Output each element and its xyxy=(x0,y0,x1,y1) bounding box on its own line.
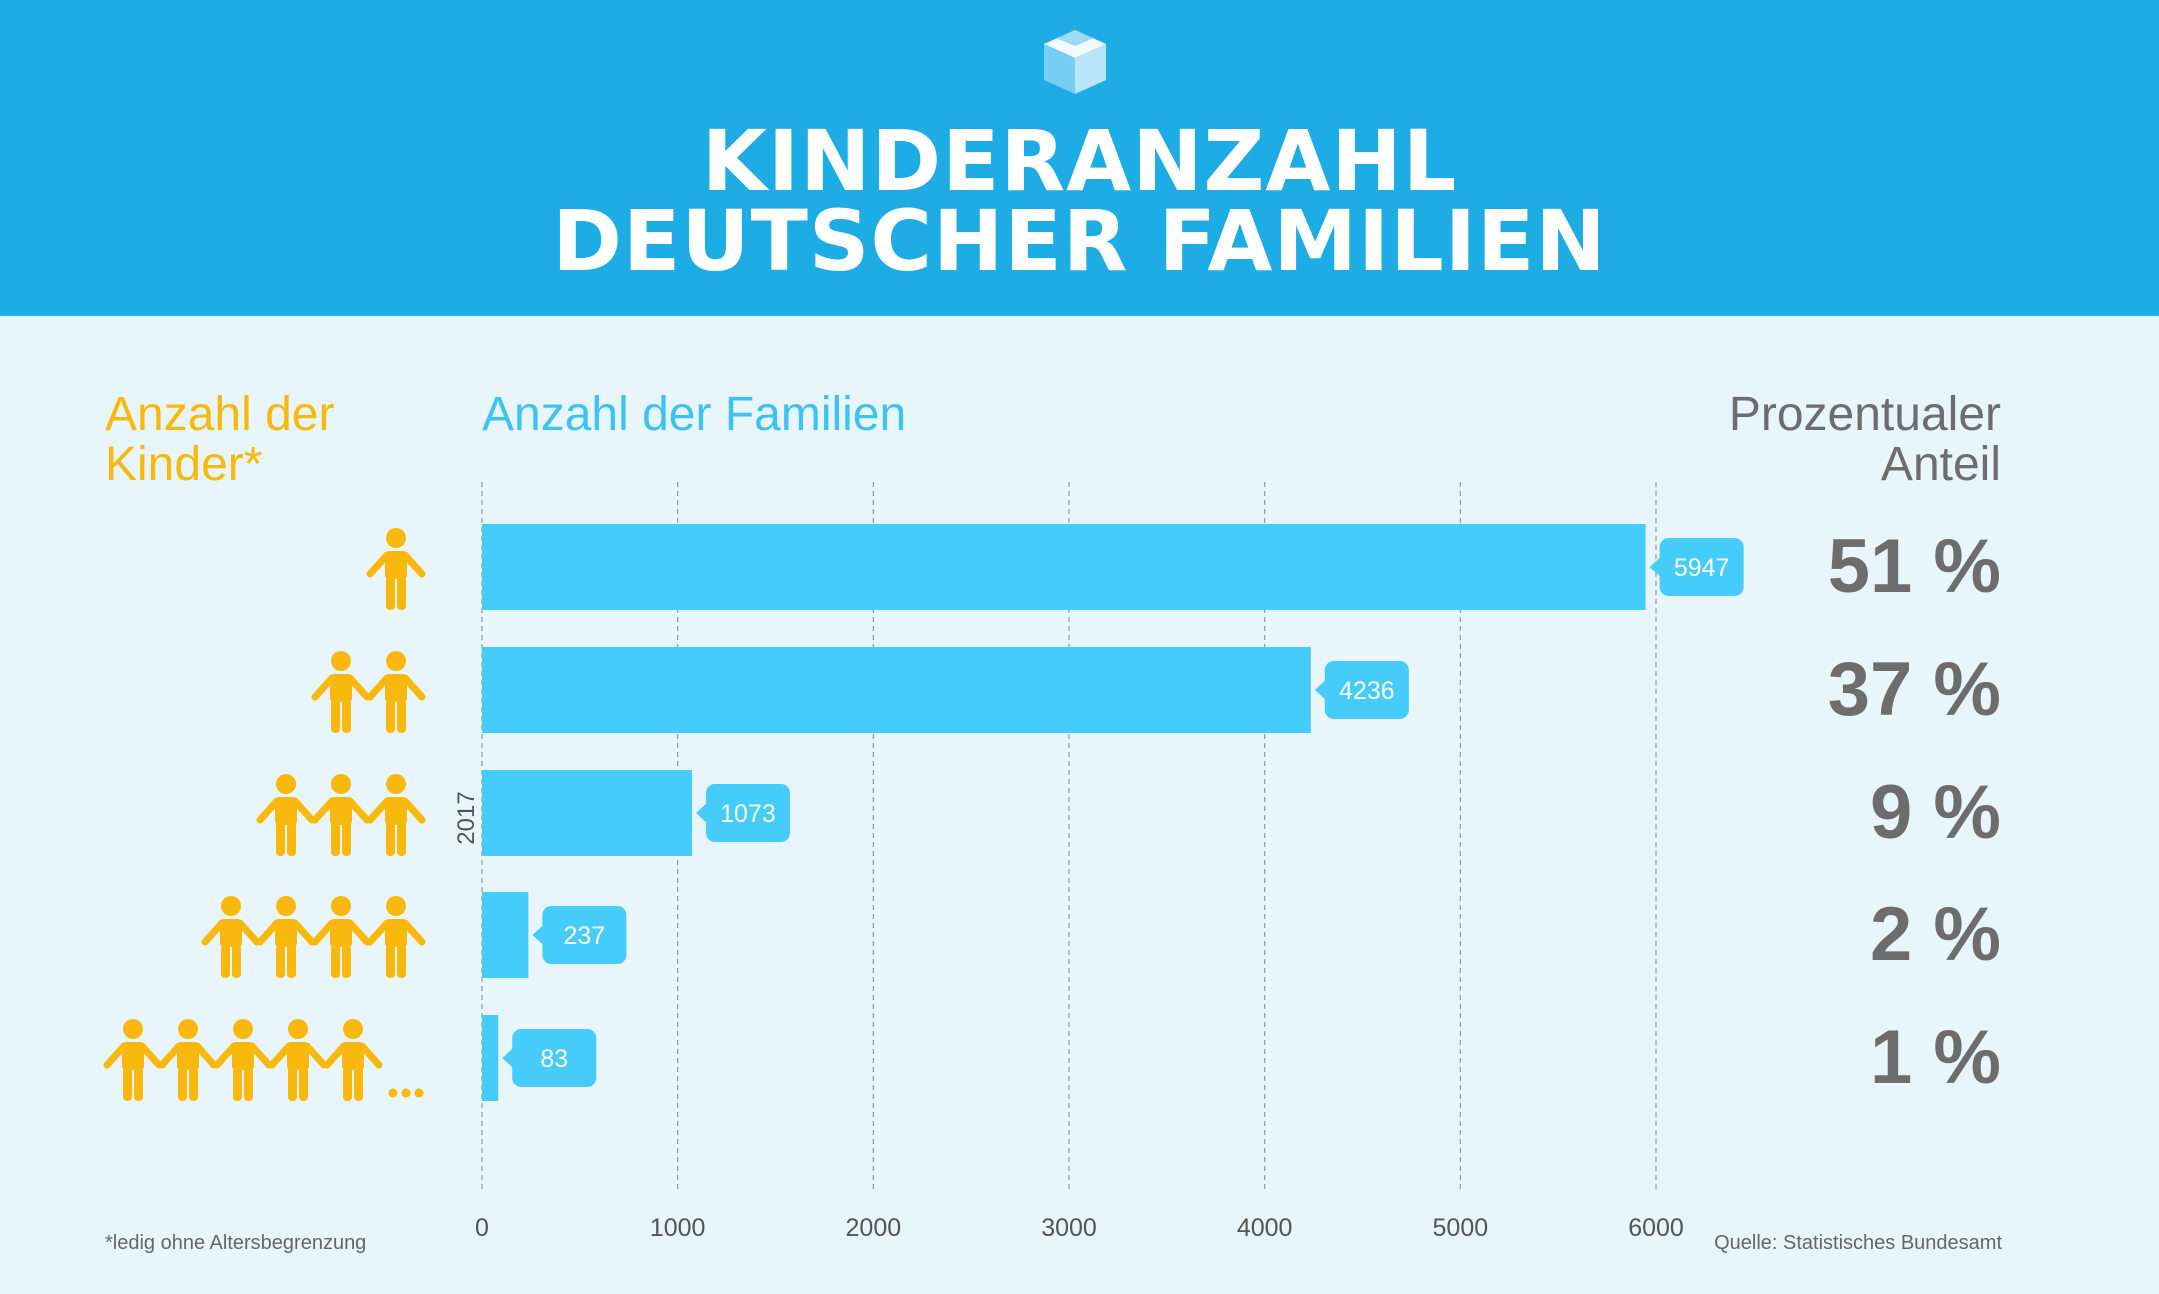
x-tick-label: 3000 xyxy=(1041,1214,1097,1242)
families-column-heading: Anzahl der Familien xyxy=(482,388,907,441)
percent-label: 51 % xyxy=(1827,524,2001,609)
x-tick-label: 1000 xyxy=(650,1214,706,1242)
kids-column-heading: Anzahl der Kinder* xyxy=(105,388,335,491)
footnote: *ledig ohne Altersbegrenzung xyxy=(105,1232,367,1254)
x-tick-label: 4000 xyxy=(1237,1214,1293,1242)
x-tick-label: 2000 xyxy=(846,1214,902,1242)
percent-column-heading: Prozentualer Anteil xyxy=(1728,388,2001,491)
value-bubble xyxy=(542,906,627,964)
year-label: 2017 xyxy=(453,791,480,844)
value-bubble-pointer xyxy=(1649,557,1661,577)
bar-value-label: 4236 xyxy=(1339,677,1395,705)
more-dots xyxy=(401,1088,411,1098)
page-title-line-2: DEUTSCHER FAMILIEN xyxy=(552,192,1607,290)
bar xyxy=(482,770,692,856)
child-icon xyxy=(311,651,371,733)
bar xyxy=(482,1015,499,1101)
child-icon xyxy=(311,896,371,978)
header-banner: KINDERANZAHL DEUTSCHER FAMILIEN xyxy=(0,0,2159,316)
more-dots xyxy=(388,1088,398,1098)
child-icon xyxy=(366,896,426,978)
value-bubble-pointer xyxy=(532,925,544,945)
percent-label: 9 % xyxy=(1870,770,2001,855)
child-icon xyxy=(256,896,316,978)
cube-logo-icon xyxy=(1044,30,1106,94)
child-icon xyxy=(366,528,426,610)
value-bubble xyxy=(705,784,790,842)
more-dots xyxy=(414,1088,424,1098)
child-icon xyxy=(323,1019,383,1101)
bar-value-label: 237 xyxy=(564,922,606,950)
page-title-line-1: KINDERANZAHL xyxy=(701,112,1458,210)
value-bubble xyxy=(1659,538,1744,596)
child-icon xyxy=(256,774,316,856)
child-icon xyxy=(366,651,426,733)
bar xyxy=(482,892,529,978)
child-icon xyxy=(366,774,426,856)
percent-label: 1 % xyxy=(1870,1015,2001,1100)
bar-value-label: 1073 xyxy=(720,800,776,828)
child-icon xyxy=(201,896,261,978)
percent-label: 37 % xyxy=(1827,647,2001,732)
bar-value-label: 5947 xyxy=(1674,554,1730,582)
value-bubble-pointer xyxy=(1314,680,1326,700)
x-tick-label: 5000 xyxy=(1433,1214,1489,1242)
child-icon xyxy=(268,1019,328,1101)
child-icon xyxy=(213,1019,273,1101)
value-bubble xyxy=(1324,661,1409,719)
percent-label: 2 % xyxy=(1870,892,2001,977)
value-bubble-pointer xyxy=(502,1048,514,1068)
bar xyxy=(482,524,1646,610)
bar xyxy=(482,647,1311,733)
x-tick-label: 0 xyxy=(475,1214,489,1242)
value-bubble xyxy=(512,1029,597,1087)
child-icon xyxy=(103,1019,163,1101)
value-bubble-pointer xyxy=(695,803,707,823)
child-icon xyxy=(311,774,371,856)
child-icon xyxy=(158,1019,218,1101)
source-note: Quelle: Statistisches Bundesamt xyxy=(1714,1232,2002,1254)
x-tick-label: 6000 xyxy=(1628,1214,1684,1242)
bar-value-label: 83 xyxy=(540,1045,568,1073)
